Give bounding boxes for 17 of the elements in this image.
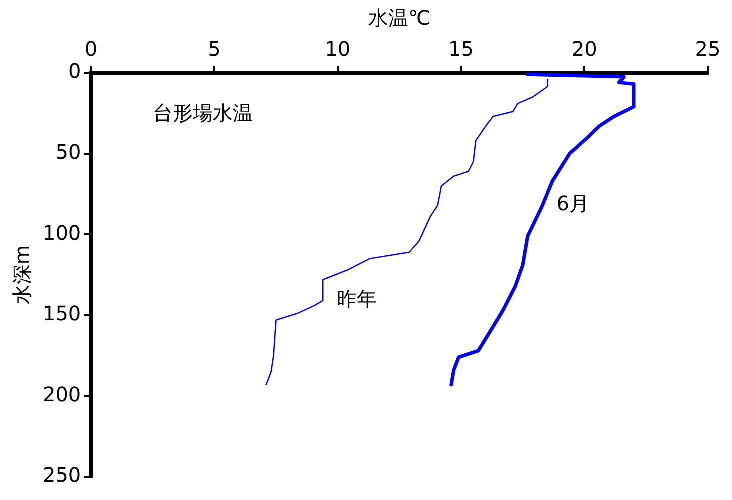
y-tick-label: 50: [56, 140, 82, 164]
x-tick-label: 5: [208, 37, 221, 62]
y-tick-label: 150: [42, 302, 82, 326]
x-tick-label: 25: [695, 37, 721, 62]
y-axis-title: 水深m: [10, 245, 34, 305]
series-label: 6月: [556, 192, 590, 216]
x-axis-title: 水温℃: [368, 6, 431, 30]
y-tick-label: 100: [42, 220, 82, 245]
x-tick-label: 0: [84, 37, 98, 62]
x-tick-label: 20: [572, 37, 598, 62]
x-tick-label: 15: [448, 37, 474, 62]
series-label: 昨年: [337, 287, 378, 312]
y-tick-label: 200: [42, 382, 82, 406]
y-tick-label: 0: [68, 59, 82, 84]
y-tick-label: 250: [42, 463, 82, 488]
annotation: 台形場水温: [153, 101, 254, 126]
x-tick-label: 10: [325, 37, 351, 62]
